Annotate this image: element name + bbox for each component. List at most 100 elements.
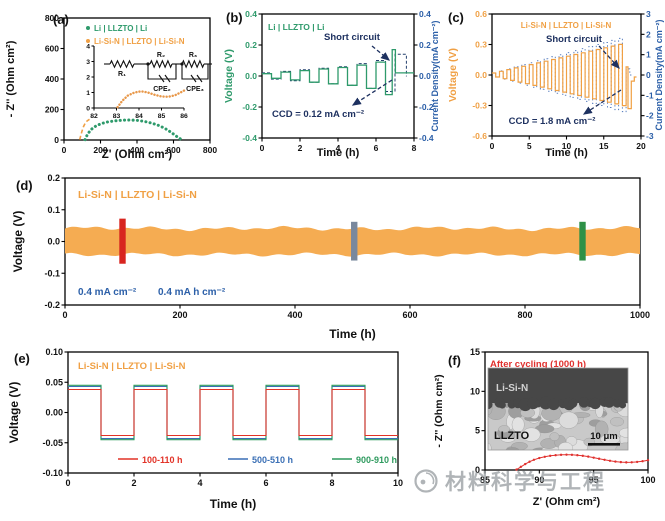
y2-tick-label: 0: [646, 70, 651, 80]
x-tick-label: 4: [336, 143, 341, 153]
y-tick-label: 0.2: [47, 173, 60, 183]
legend-label: 500-510 h: [252, 455, 293, 465]
panel-c-ccd-lisin-plot: 0 5 10 15 20 0.6 0.3 0.0 -0.3 -0.6 3 2 1 0 -1 -2 -3 (c) Vo…: [444, 0, 665, 160]
boundary-bump: [547, 398, 560, 411]
annotation-arrow: [582, 89, 622, 115]
data-point: [532, 458, 536, 461]
panel-d-chart: 0 200 400 600 800 1000 0.2 0.1 0.0 -0.1 -0.2 (d) Vol…: [11, 173, 650, 341]
y-tick-label: -0.05: [42, 438, 63, 448]
scale-bar: [588, 443, 620, 446]
panel-label-c: (c): [448, 10, 464, 25]
cpe2-branch: [147, 64, 177, 80]
data-point: [515, 468, 518, 471]
y-axis-label: Voltage (V): [223, 49, 235, 103]
x-tick-label: 600: [166, 145, 180, 155]
x-tick-label: 0: [65, 478, 70, 488]
x-tick-label: 4: [197, 478, 202, 488]
data-point: [538, 456, 541, 460]
inset-series: [116, 89, 186, 109]
legend-label: 100-110 h: [142, 455, 183, 465]
y2-tick-label: 0.0: [419, 71, 431, 81]
panel-label-d: (d): [16, 178, 33, 193]
ccd-annotation: CCD = 0.12 mA cm⁻²: [272, 109, 364, 120]
panel-a-nyquist-plot: 0 200 400 600 800 0 200 400 600 800 (a) Z' (Ohm cm²…: [0, 0, 222, 161]
sem-image: [488, 368, 628, 450]
y-tick-label: 0.05: [45, 377, 63, 387]
x-tick-label: 0: [260, 143, 265, 153]
y-axis-label: Voltage (V): [11, 211, 25, 273]
x-tick-label: 15: [599, 141, 609, 151]
grain: [522, 427, 541, 442]
x-axis-label: Time (h): [545, 147, 588, 159]
y-tick-label: -0.4: [242, 133, 257, 143]
y-tick-label: -0.3: [472, 101, 487, 111]
data-point: [641, 459, 644, 463]
grain: [498, 425, 511, 433]
data-point: [559, 453, 563, 457]
data-point: [576, 454, 579, 457]
y-tick-label: -0.10: [42, 468, 63, 478]
grain: [610, 417, 624, 427]
y-tick-label: 600: [45, 44, 59, 54]
boundary-bump: [488, 399, 493, 410]
x-tick-label: 10: [393, 478, 403, 488]
inset-x-tick-label: 84: [135, 113, 143, 120]
inplot-title: Li-Si-N | LLZTO | Li-Si-N: [521, 21, 612, 30]
x-tick-label: 5: [527, 141, 532, 151]
grain: [558, 411, 579, 429]
x-tick-label: 600: [402, 310, 417, 320]
x-tick-label: 20: [636, 141, 646, 151]
y-tick-label: 0.0: [47, 237, 60, 247]
x-tick-label: 400: [287, 310, 302, 320]
x-tick-label: 800: [517, 310, 532, 320]
grain: [511, 416, 525, 433]
inset-y-tick-label: 2: [86, 75, 90, 82]
panel-b-chart: 0 2 4 6 8 0.4 0.2 0.0 -0.2 -0.4 0.4 0.2 0.0 -0.2 -0.4 (…: [223, 9, 440, 159]
inset-y-tick-label: 3: [86, 59, 90, 66]
data-point: [597, 457, 601, 460]
y-tick-label: 0.10: [45, 347, 63, 357]
sem-inset: Li-Si-N LLZTO 10 μm: [487, 367, 629, 451]
x-tick-label: 100: [640, 475, 655, 485]
legend-marker: [86, 39, 90, 43]
y-tick-label: 0.1: [47, 205, 60, 215]
highlight-marker: [351, 221, 358, 261]
x-tick-label: 0: [62, 310, 67, 320]
boundary-bump: [498, 401, 506, 409]
data-point: [625, 461, 628, 464]
x-axis-label: Z' (Ohm cm²): [533, 496, 601, 508]
y2-tick-label: -0.4: [419, 133, 434, 143]
scale-bar-label: 10 μm: [590, 431, 617, 442]
panel-label-f: (f): [448, 353, 461, 368]
circuit-label-r3: R₃: [189, 52, 197, 59]
voltage-curve: [262, 48, 414, 96]
x-tick-label: 0: [490, 141, 495, 151]
y-tick-label: 0.4: [245, 9, 257, 19]
x-axis-label: Time (h): [210, 497, 256, 511]
x-tick-label: 90: [534, 475, 544, 485]
inset-x-tick-label: 86: [180, 113, 188, 120]
y-tick-label: 0.00: [45, 408, 63, 418]
panel-label-e: (e): [14, 351, 30, 366]
grain: [619, 427, 628, 438]
inset-y-tick-label: 0: [86, 106, 90, 113]
y-axis-label: - Z'' (Ohm cm²): [5, 40, 17, 117]
series-after-cycling: [516, 454, 649, 471]
inset-axes: [93, 46, 184, 109]
y-tick-label: 0.3: [475, 40, 487, 50]
y2-axis-label: Current Density(mA cm⁻²): [654, 20, 664, 131]
x-axis-label: Time (h): [329, 327, 375, 341]
x-tick-label: 2: [131, 478, 136, 488]
data-point: [614, 460, 617, 463]
x-tick-label: 6: [263, 478, 268, 488]
y2-tick-label: -0.2: [419, 102, 434, 112]
inset-x-tick-label: 85: [158, 113, 166, 120]
y-tick-label: -0.2: [242, 102, 257, 112]
data-point: [519, 465, 523, 469]
data-point: [603, 458, 606, 461]
x-tick-label: 1000: [630, 310, 650, 320]
data-point: [581, 454, 584, 458]
annotation-arrow: [598, 45, 620, 69]
cpe3-symbol: [190, 74, 203, 83]
